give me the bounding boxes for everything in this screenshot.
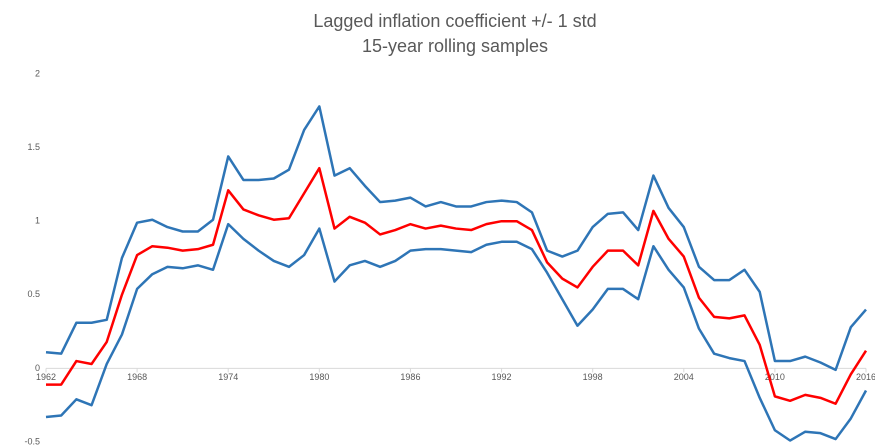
line-series [45, 105, 867, 372]
line-series [45, 222, 868, 442]
x-tick-label: 1992 [492, 372, 512, 382]
y-tick-label: 2 [35, 68, 40, 78]
line-series [46, 166, 868, 405]
x-tick-label: 2004 [674, 372, 694, 382]
x-tick-label: 2016 [856, 372, 875, 382]
chart-title: Lagged inflation coefficient +/- 1 std [313, 11, 596, 31]
x-tick-label: 1974 [218, 372, 238, 382]
x-tick-label: 1962 [36, 372, 56, 382]
x-tick-label: 1968 [127, 372, 147, 382]
y-tick-label: 0.5 [27, 289, 40, 299]
x-tick-label: 1998 [583, 372, 603, 382]
x-tick-label: 2010 [765, 372, 785, 382]
y-tick-label: 1.5 [27, 142, 40, 152]
x-tick-label: 1980 [309, 372, 329, 382]
chart-subtitle: 15-year rolling samples [362, 36, 548, 56]
y-tick-label: 1 [35, 216, 40, 226]
x-tick-label: 1986 [400, 372, 420, 382]
y-tick-label: -0.5 [24, 436, 40, 446]
y-tick-label: 0 [35, 363, 40, 373]
